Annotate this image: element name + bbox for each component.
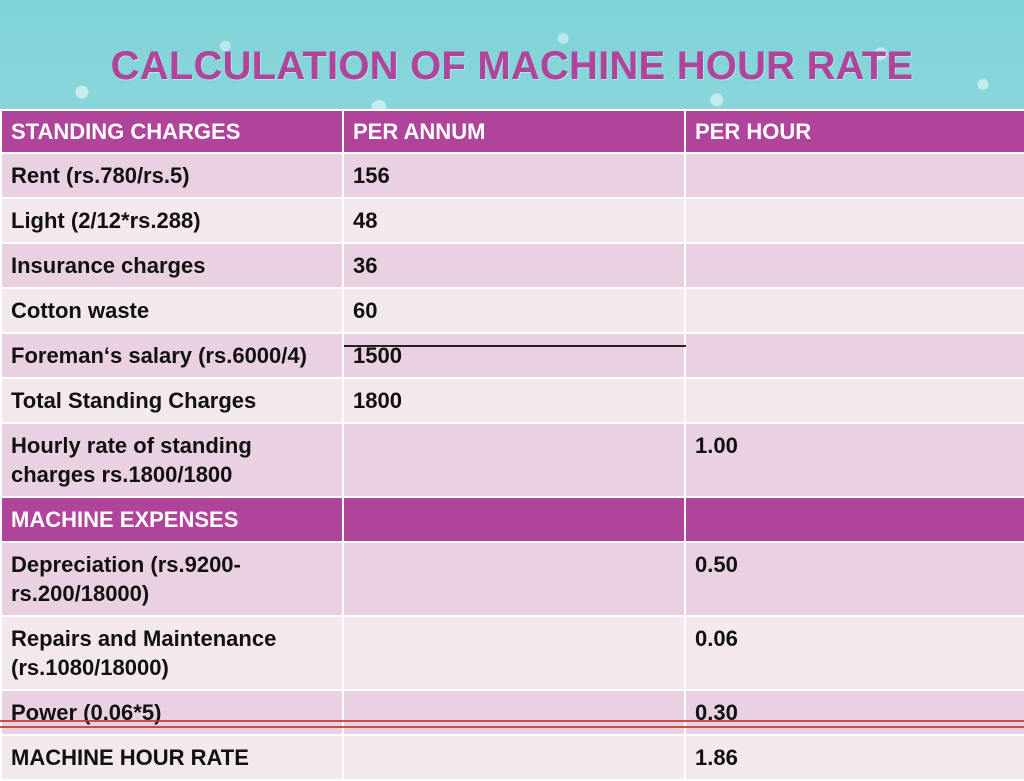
- row-per-annum: [342, 689, 686, 736]
- row-per-hour: 1.86: [684, 734, 1024, 781]
- row-per-annum: 1500: [342, 332, 687, 379]
- row-label: Cotton waste: [0, 287, 344, 334]
- annotation-line: [0, 726, 1024, 728]
- section-label: MACHINE EXPENSES: [0, 496, 344, 543]
- row-per-hour: [684, 287, 1024, 334]
- row-label: Foreman‘s salary (rs.6000/4): [0, 332, 344, 379]
- row-per-hour: 1.00: [684, 422, 1024, 498]
- row-per-annum: [342, 541, 686, 617]
- header-standing-charges: STANDING CHARGES: [0, 109, 344, 154]
- section-blank: [342, 496, 686, 543]
- row-per-annum: 60: [342, 287, 686, 334]
- row-per-annum: [342, 734, 686, 781]
- row-per-hour: [684, 197, 1024, 244]
- header-per-annum: PER ANNUM: [342, 109, 686, 154]
- row-per-annum: 1800: [342, 377, 686, 424]
- section-row-machine-expenses: MACHINE EXPENSES: [0, 496, 1024, 543]
- table-row: Depreciation (rs.9200-rs.200/18000) 0.50: [0, 541, 1024, 617]
- row-label: Power (0.06*5): [0, 689, 344, 736]
- row-label: Insurance charges: [0, 242, 344, 289]
- row-per-annum: 48: [342, 197, 686, 244]
- row-per-hour: [684, 377, 1024, 424]
- row-label: Light (2/12*rs.288): [0, 197, 344, 244]
- row-per-hour: [684, 332, 1024, 379]
- table-row: Light (2/12*rs.288) 48: [0, 197, 1024, 244]
- table-row: Power (0.06*5) 0.30: [0, 689, 1024, 736]
- row-label: Depreciation (rs.9200-rs.200/18000): [0, 541, 344, 617]
- table-row: Hourly rate of standing charges rs.1800/…: [0, 422, 1024, 498]
- header-per-hour: PER HOUR: [684, 109, 1024, 154]
- row-per-hour: 0.50: [684, 541, 1024, 617]
- row-per-annum: 156: [342, 152, 686, 199]
- row-label: Rent (rs.780/rs.5): [0, 152, 344, 199]
- table-row: Cotton waste 60: [0, 287, 1024, 334]
- table-row: Rent (rs.780/rs.5) 156: [0, 152, 1024, 199]
- row-per-hour: 0.06: [684, 615, 1024, 691]
- table-row: Foreman‘s salary (rs.6000/4) 1500: [0, 332, 1024, 379]
- row-per-hour: [684, 152, 1024, 199]
- row-label: Total Standing Charges: [0, 377, 344, 424]
- row-label: Hourly rate of standing charges rs.1800/…: [0, 422, 344, 498]
- table-row: Insurance charges 36: [0, 242, 1024, 289]
- slide-title: CALCULATION OF MACHINE HOUR RATE: [110, 44, 914, 88]
- row-per-annum: 36: [342, 242, 686, 289]
- table-row: MACHINE HOUR RATE 1.86: [0, 734, 1024, 781]
- row-per-annum: [342, 615, 686, 691]
- row-per-annum: [342, 422, 686, 498]
- table-row: Total Standing Charges 1800: [0, 377, 1024, 424]
- table-header-row: STANDING CHARGES PER ANNUM PER HOUR: [0, 109, 1024, 154]
- row-per-hour: [684, 242, 1024, 289]
- row-label: MACHINE HOUR RATE: [0, 734, 344, 781]
- row-label: Repairs and Maintenance (rs.1080/18000): [0, 615, 344, 691]
- row-per-hour: 0.30: [684, 689, 1024, 736]
- table-row: Repairs and Maintenance (rs.1080/18000) …: [0, 615, 1024, 691]
- machine-hour-rate-table: STANDING CHARGES PER ANNUM PER HOUR Rent…: [0, 109, 1024, 781]
- section-blank: [684, 496, 1024, 543]
- annotation-line: [0, 720, 1024, 722]
